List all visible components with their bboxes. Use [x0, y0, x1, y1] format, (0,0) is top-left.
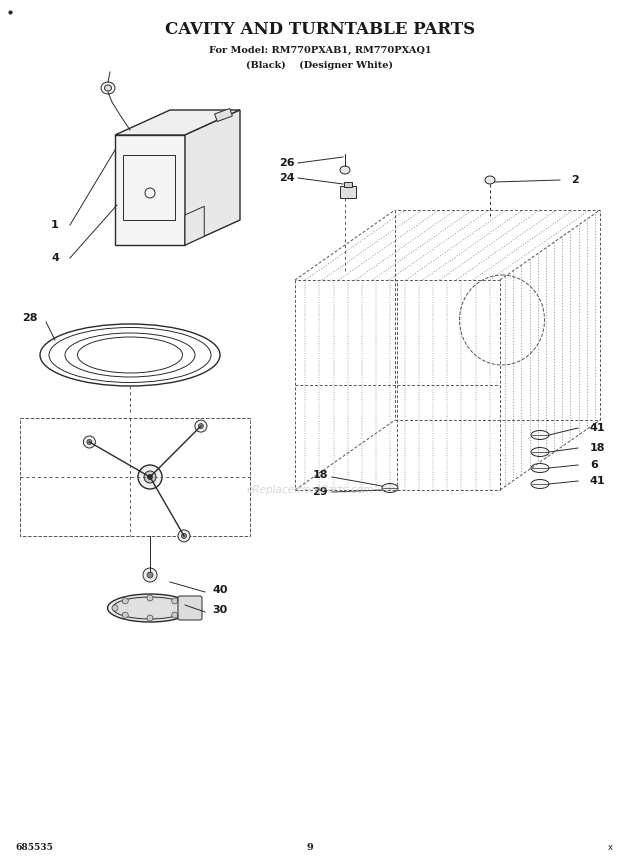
Ellipse shape	[531, 463, 549, 473]
Circle shape	[138, 465, 162, 489]
Text: For Model: RM770PXAB1, RM770PXAQ1: For Model: RM770PXAB1, RM770PXAQ1	[209, 46, 432, 54]
Circle shape	[87, 439, 92, 444]
Circle shape	[147, 615, 153, 621]
Ellipse shape	[101, 82, 115, 94]
Circle shape	[172, 612, 178, 618]
Text: 18: 18	[590, 443, 606, 453]
Circle shape	[195, 420, 207, 432]
Polygon shape	[185, 110, 240, 245]
Text: 28: 28	[22, 313, 38, 323]
Text: 1: 1	[51, 220, 59, 230]
Circle shape	[83, 436, 95, 448]
Ellipse shape	[340, 166, 350, 174]
Text: x: x	[608, 844, 613, 852]
Circle shape	[122, 612, 128, 618]
Ellipse shape	[382, 484, 398, 492]
Text: 26: 26	[280, 158, 295, 168]
Ellipse shape	[105, 85, 112, 91]
Circle shape	[182, 534, 187, 538]
Ellipse shape	[531, 480, 549, 488]
Circle shape	[172, 598, 178, 604]
Text: 4: 4	[51, 253, 59, 263]
Bar	[340, 186, 356, 198]
Ellipse shape	[107, 594, 192, 622]
Text: (Black)    (Designer White): (Black) (Designer White)	[247, 60, 394, 70]
Polygon shape	[115, 135, 185, 245]
Circle shape	[122, 598, 128, 604]
Circle shape	[143, 568, 157, 582]
Text: 24: 24	[280, 173, 295, 183]
Text: 41: 41	[590, 476, 606, 486]
Circle shape	[147, 572, 153, 578]
Polygon shape	[185, 207, 204, 245]
Circle shape	[147, 595, 153, 601]
Ellipse shape	[531, 448, 549, 456]
Bar	[344, 182, 352, 187]
Circle shape	[144, 471, 156, 483]
FancyBboxPatch shape	[178, 596, 202, 620]
Text: 6: 6	[590, 460, 598, 470]
Text: CAVITY AND TURNTABLE PARTS: CAVITY AND TURNTABLE PARTS	[165, 22, 475, 39]
Circle shape	[198, 424, 203, 429]
Text: 41: 41	[590, 423, 606, 433]
Circle shape	[112, 605, 118, 611]
Text: 18: 18	[312, 470, 328, 480]
Bar	[215, 108, 232, 121]
Text: 29: 29	[312, 487, 328, 497]
Circle shape	[182, 605, 188, 611]
Ellipse shape	[531, 430, 549, 439]
Circle shape	[178, 530, 190, 542]
Text: 40: 40	[212, 585, 228, 595]
Ellipse shape	[112, 597, 187, 619]
Text: 30: 30	[213, 605, 228, 615]
Text: eReplacementParts.com: eReplacementParts.com	[246, 485, 374, 495]
Bar	[20, 418, 250, 536]
Ellipse shape	[485, 176, 495, 184]
Text: 9: 9	[307, 844, 313, 852]
Text: 2: 2	[571, 175, 579, 185]
Circle shape	[148, 474, 153, 480]
Polygon shape	[115, 110, 240, 135]
Bar	[123, 155, 175, 220]
Text: 685535: 685535	[15, 844, 53, 852]
